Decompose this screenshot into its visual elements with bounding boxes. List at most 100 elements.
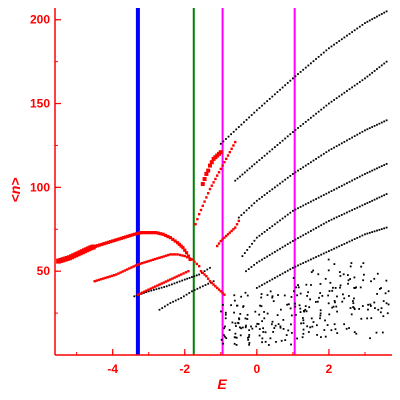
black-point-2-4 xyxy=(248,207,251,209)
cloud-point-88 xyxy=(297,284,299,286)
black-point-4-17 xyxy=(289,241,292,244)
cloud-point-124 xyxy=(235,344,238,346)
cloud-point-5 xyxy=(304,308,307,311)
black-point-3-56 xyxy=(383,164,386,166)
black-point-1-25 xyxy=(297,127,299,129)
red-point-1-4 xyxy=(102,277,105,280)
red-point-2-2 xyxy=(141,291,144,294)
black-point-2-28 xyxy=(310,161,312,164)
black-point-1-53 xyxy=(368,73,371,76)
black-point-6-24 xyxy=(193,275,196,278)
cloud-point-214 xyxy=(233,311,235,314)
red-point-1-35 xyxy=(169,253,172,256)
black-point-1-37 xyxy=(328,102,330,105)
red-point-2-20 xyxy=(179,273,183,276)
cloud-point-74 xyxy=(387,303,390,306)
cloud-point-80 xyxy=(271,295,274,298)
black-point-7-20 xyxy=(212,280,215,283)
black-point-3-45 xyxy=(356,177,359,179)
black-point-5-12 xyxy=(286,269,289,272)
cloud-point-77 xyxy=(382,315,385,318)
black-point-7-12 xyxy=(191,290,193,293)
red-point-1-43 xyxy=(188,257,191,260)
black-point-3-52 xyxy=(373,168,376,171)
red-point-1-2 xyxy=(97,278,101,282)
red-point-1-23 xyxy=(143,261,146,264)
black-point-2-7 xyxy=(255,199,258,202)
cloud-point-135 xyxy=(380,307,383,310)
black-point-1-29 xyxy=(307,118,310,121)
black-point-1-4 xyxy=(243,171,246,174)
cloud-point-114 xyxy=(366,317,369,320)
red-point-1-9 xyxy=(112,274,116,277)
red-point-4-9 xyxy=(210,184,213,187)
cloud-point-231 xyxy=(363,273,365,276)
black-point-1-20 xyxy=(284,137,287,140)
red-point-4-7 xyxy=(206,192,210,195)
cloud-point-164 xyxy=(270,323,273,326)
black-point-6-21 xyxy=(186,277,189,280)
cloud-point-27 xyxy=(349,265,352,268)
black-point-3-4 xyxy=(251,242,253,245)
black-point-3-34 xyxy=(328,191,330,194)
black-point-3-47 xyxy=(361,174,364,177)
red-point-1-39 xyxy=(178,253,182,257)
black-point-0-1 xyxy=(222,140,225,143)
cloud-point-252 xyxy=(306,294,309,297)
black-point-4-32 xyxy=(328,219,330,222)
cloud-point-240 xyxy=(269,337,272,340)
black-point-0-56 xyxy=(364,22,366,24)
black-point-2-58 xyxy=(385,119,388,122)
cloud-point-217 xyxy=(374,307,376,310)
cloud-point-162 xyxy=(349,307,352,309)
red-point-0-39 xyxy=(142,231,146,235)
red-point-5-1 xyxy=(217,242,221,245)
black-point-4-34 xyxy=(333,217,335,220)
red-point-0-55 xyxy=(179,244,183,248)
black-point-5-34 xyxy=(343,242,346,245)
black-point-1-10 xyxy=(258,159,261,161)
red-point-6-9 xyxy=(215,286,219,290)
black-point-6-22 xyxy=(188,276,191,279)
black-point-0-40 xyxy=(322,51,325,54)
cloud-point-37 xyxy=(354,287,357,289)
cloud-point-32 xyxy=(336,295,338,298)
red-point-0-27 xyxy=(115,238,119,242)
cloud-point-24 xyxy=(361,305,364,307)
cloud-point-78 xyxy=(285,334,288,336)
red-point-1-32 xyxy=(162,255,166,258)
cloud-point-94 xyxy=(259,304,261,307)
red-point-5-6 xyxy=(226,233,230,236)
cloud-point-136 xyxy=(335,305,338,308)
black-point-7-2 xyxy=(164,305,166,308)
black-point-3-51 xyxy=(371,169,374,172)
black-point-5-38 xyxy=(353,238,356,240)
black-point-0-7 xyxy=(237,126,240,128)
black-point-2-3 xyxy=(245,209,248,212)
cloud-point-134 xyxy=(282,328,285,330)
cloud-point-46 xyxy=(302,328,305,331)
black-point-3-35 xyxy=(330,190,333,192)
cloud-point-29 xyxy=(328,313,331,316)
cloud-point-31 xyxy=(256,322,259,325)
black-point-5-18 xyxy=(302,262,305,264)
red-point-2-11 xyxy=(160,282,163,285)
cloud-point-171 xyxy=(307,331,310,333)
black-point-5-7 xyxy=(273,276,276,279)
black-point-4-44 xyxy=(358,205,361,208)
red-point-0-52 xyxy=(173,239,177,243)
cloud-point-14 xyxy=(350,313,353,316)
black-point-6-8 xyxy=(152,288,155,291)
cloud-point-257 xyxy=(377,308,380,311)
cloud-point-215 xyxy=(362,279,365,282)
black-point-1-15 xyxy=(271,148,274,151)
black-point-5-17 xyxy=(299,263,302,266)
cloud-point-50 xyxy=(234,322,237,325)
cloud-point-75 xyxy=(334,328,337,331)
red-point-5-0 xyxy=(215,244,219,248)
cloud-point-97 xyxy=(380,287,382,289)
x-tick-label-0: -4 xyxy=(107,362,118,376)
cloud-point-48 xyxy=(353,331,356,333)
black-point-4-12 xyxy=(276,249,279,252)
